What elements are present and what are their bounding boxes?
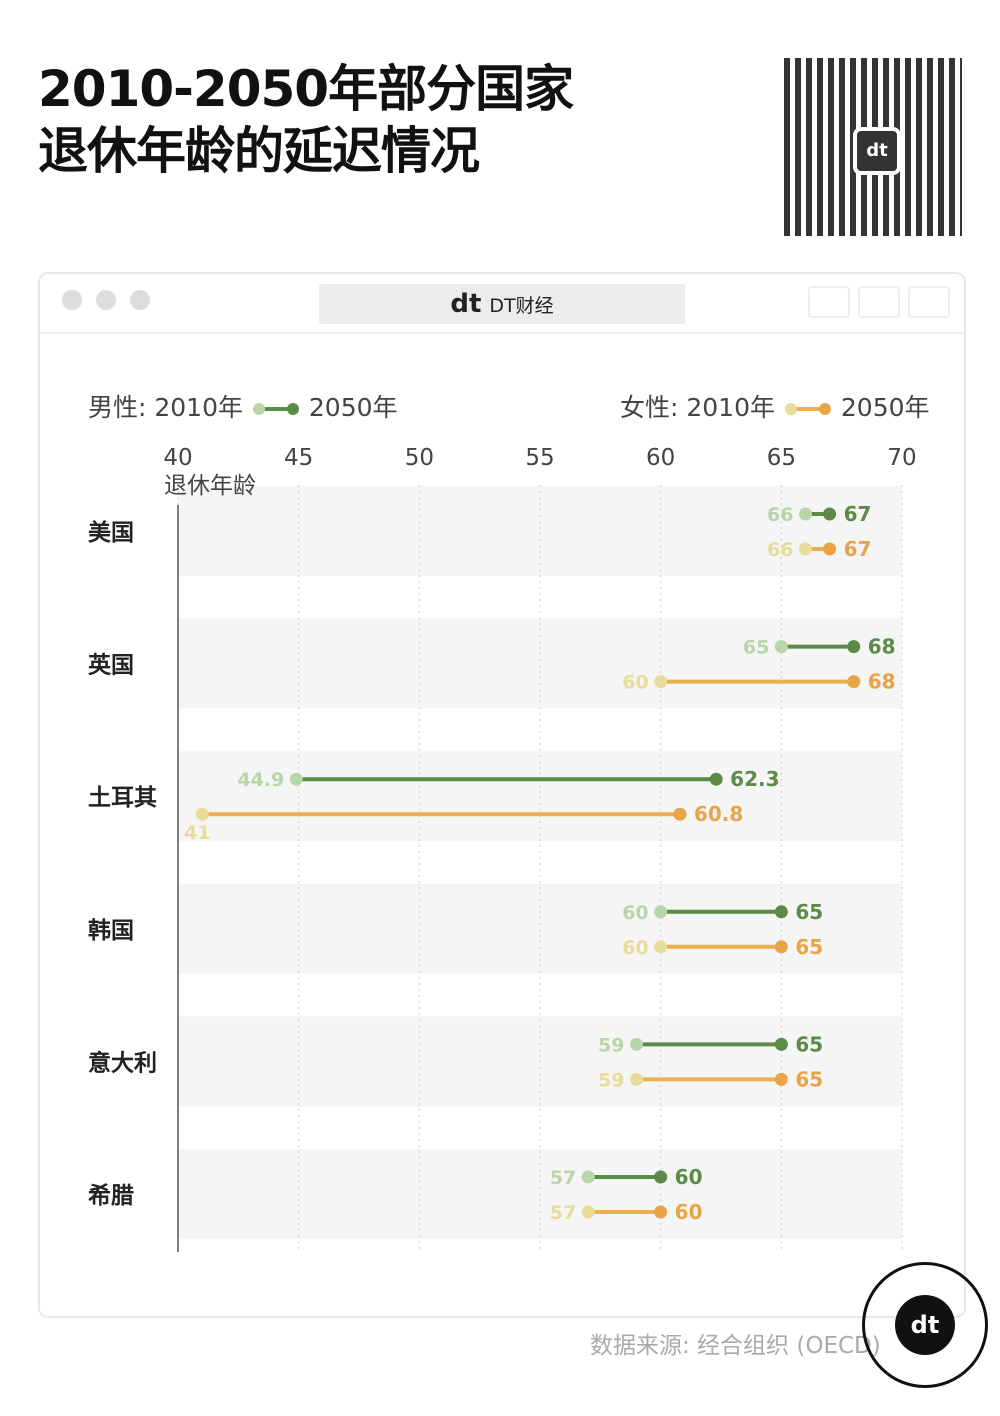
point-2050: [823, 507, 837, 521]
value-label-2010: 59: [598, 1069, 624, 1091]
point-2010: [654, 675, 668, 689]
value-label-2010: 60: [622, 902, 648, 924]
value-label-2010: 41: [184, 822, 210, 844]
legend-male: 男性: 2010年 2050年: [88, 393, 398, 422]
value-label-2050: 60: [675, 1200, 703, 1224]
value-label-2050: 68: [868, 670, 896, 694]
point-2010: [630, 1037, 644, 1051]
x-tick-label: 45: [284, 445, 313, 471]
maximize-icon: [130, 290, 150, 310]
value-label-2050: 60.8: [694, 802, 743, 826]
country-label: 英国: [88, 652, 134, 679]
row-band: [178, 883, 902, 974]
value-label-2010: 60: [622, 672, 648, 694]
row-band: [178, 486, 902, 576]
x-tick-label: 50: [405, 445, 434, 471]
value-label-2010: 66: [767, 504, 793, 526]
country-label: 意大利: [88, 1049, 157, 1076]
page-title: 2010-2050年部分国家 退休年龄的延迟情况: [38, 60, 574, 180]
chart-window: dt DT财经: [38, 272, 966, 1318]
point-2010: [289, 772, 303, 786]
close-icon: [62, 290, 82, 310]
value-label-2050: 67: [844, 537, 872, 561]
point-2050: [774, 1037, 788, 1051]
point-2010: [630, 1072, 644, 1086]
x-tick-label: 70: [887, 445, 916, 471]
point-2050: [847, 640, 861, 654]
value-label-2010: 57: [550, 1202, 576, 1224]
legend-female: 女性: 2010年 2050年: [620, 393, 930, 422]
point-2010: [774, 640, 788, 654]
value-label-2010: 66: [767, 539, 793, 561]
country-label: 韩国: [88, 917, 134, 944]
value-label-2010: 59: [598, 1034, 624, 1056]
value-label-2050: 60: [675, 1165, 703, 1189]
legend-female-swatch: [784, 403, 831, 415]
point-2010: [798, 507, 812, 521]
country-label: 土耳其: [88, 785, 157, 811]
window-tab: dt DT财经: [319, 284, 685, 324]
window-icon: [908, 286, 950, 318]
qr-code: dt: [784, 58, 962, 236]
value-label-2050: 65: [795, 900, 823, 924]
dt-logo: dt: [450, 289, 482, 319]
value-label-2010: 60: [622, 937, 648, 959]
point-2050: [709, 772, 723, 786]
value-label-2010: 44.9: [237, 769, 284, 791]
x-tick-label: 65: [767, 445, 796, 471]
point-2050: [774, 940, 788, 954]
point-2010: [798, 542, 812, 556]
value-label-2050: 65: [795, 935, 823, 959]
qr-logo: dt: [853, 127, 901, 175]
country-label: 美国: [88, 519, 134, 546]
point-2010: [581, 1205, 595, 1219]
point-2050: [774, 905, 788, 919]
point-2010: [654, 905, 668, 919]
minimize-icon: [96, 290, 116, 310]
point-2050: [654, 1170, 668, 1184]
window-titlebar: dt DT财经: [40, 274, 964, 334]
value-label-2010: 65: [743, 637, 769, 659]
dt-badge: dt: [862, 1262, 988, 1388]
point-2050: [774, 1072, 788, 1086]
dt-badge-logo: dt: [895, 1295, 955, 1355]
value-label-2050: 68: [868, 635, 896, 659]
x-tick-label: 60: [646, 445, 675, 471]
record-icon: [808, 286, 850, 318]
data-source: 数据来源: 经合组织 (OECD): [590, 1333, 881, 1359]
point-2010: [654, 940, 668, 954]
home-icon: [858, 286, 900, 318]
point-2050: [847, 675, 861, 689]
x-axis-label: 退休年龄: [164, 473, 256, 499]
value-label-2050: 62.3: [730, 767, 779, 791]
point-2010: [581, 1170, 595, 1184]
value-label-2010: 57: [550, 1167, 576, 1189]
point-2050: [823, 542, 837, 556]
x-tick-label: 40: [163, 445, 192, 471]
value-label-2050: 67: [844, 502, 872, 526]
legend-male-swatch: [252, 403, 299, 415]
x-tick-label: 55: [525, 445, 554, 471]
value-label-2050: 65: [795, 1067, 823, 1091]
point-2050: [654, 1205, 668, 1219]
point-2050: [673, 807, 687, 821]
point-2010: [195, 807, 209, 821]
country-label: 希腊: [88, 1182, 134, 1209]
value-label-2050: 65: [795, 1032, 823, 1056]
row-band: [178, 751, 902, 842]
row-band: [178, 618, 902, 709]
